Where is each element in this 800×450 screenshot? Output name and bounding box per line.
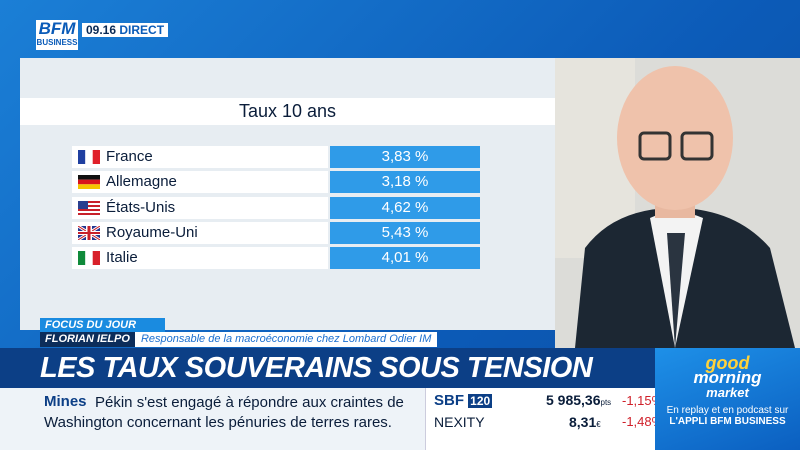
promo-logo: market [706,385,749,400]
logo: BFM BUSINESS [36,20,78,50]
ticker-label: Mines [44,393,87,410]
table-title: Taux 10 ans [20,98,555,125]
market-value-text: 5 985,36 [546,392,601,408]
rate: 5,43 % [330,221,480,244]
flag [78,225,100,240]
market-change: -1,15% [622,393,664,408]
guest: FLORIAN IELPO [40,332,135,347]
markets: SBF 120 5 985,36pts -1,15% NEXITY 8,31€ … [425,388,663,450]
flag [78,150,100,164]
logo-bottom: BUSINESS [36,38,78,47]
country: Allemagne [72,171,328,194]
time: 09.16 [86,23,117,37]
table-row: France 3,83 % [72,146,480,168]
promo-logo: good [705,353,750,373]
market-unit: pts [600,398,612,407]
market-name-text: SBF [434,392,464,409]
clock: 09.16 DIRECT [82,23,169,37]
ticker-line: Pékin s'est engagé à répondre aux craint… [95,394,404,411]
market-value-text: 8,31 [569,414,597,430]
market-value: 8,31€ [569,414,601,430]
table-row: États-Unis 4,62 % [72,196,480,219]
promo-line: En replay et en podcast sur [666,405,789,416]
promo: good morning market En replay et en podc… [655,348,800,450]
country: France [72,146,328,168]
table-row: Allemagne 3,18 % [72,171,480,194]
rate: 4,01 % [330,247,480,270]
video [555,58,800,348]
country: Italie [72,247,328,270]
rate: 4,62 % [330,196,480,219]
promo-logo: morning [693,368,762,387]
market-value: 5 985,36pts [546,392,611,408]
country: États-Unis [72,196,328,219]
table-row: Italie 4,01 % [72,247,480,270]
flag [78,175,100,190]
flag [78,251,100,266]
country: Royaume-Uni [72,221,328,244]
tag: FOCUS DU JOUR [40,318,165,332]
logo-top: BFM [38,19,76,38]
headline: LES TAUX SOUVERAINS SOUS TENSION [0,348,655,388]
market-name: NEXITY [434,414,485,430]
ticker: Mines Pékin s'est engagé à répondre aux … [0,388,425,450]
rate: 3,18 % [330,171,480,194]
guest-bar: FLORIAN IELPO Responsable de la macroécon… [40,332,438,347]
ticker-line: Washington concernant les pénuries de te… [44,414,392,431]
table-row: Royaume-Uni 5,43 % [72,221,480,244]
ticker-text: Pékin s'est engagé à répondre aux craint… [44,393,404,433]
live: DIRECT [119,23,165,37]
market-badge: 120 [468,394,493,408]
market-unit: € [596,420,601,429]
rate: 3,83 % [330,146,480,168]
flag [78,200,100,215]
role: Responsable de la macroéconomie chez Lom… [140,333,432,345]
market-change: -1,48% [622,414,664,429]
promo-line: L'APPLI BFM BUSINESS [669,416,786,427]
market-name: SBF 120 [434,392,493,409]
